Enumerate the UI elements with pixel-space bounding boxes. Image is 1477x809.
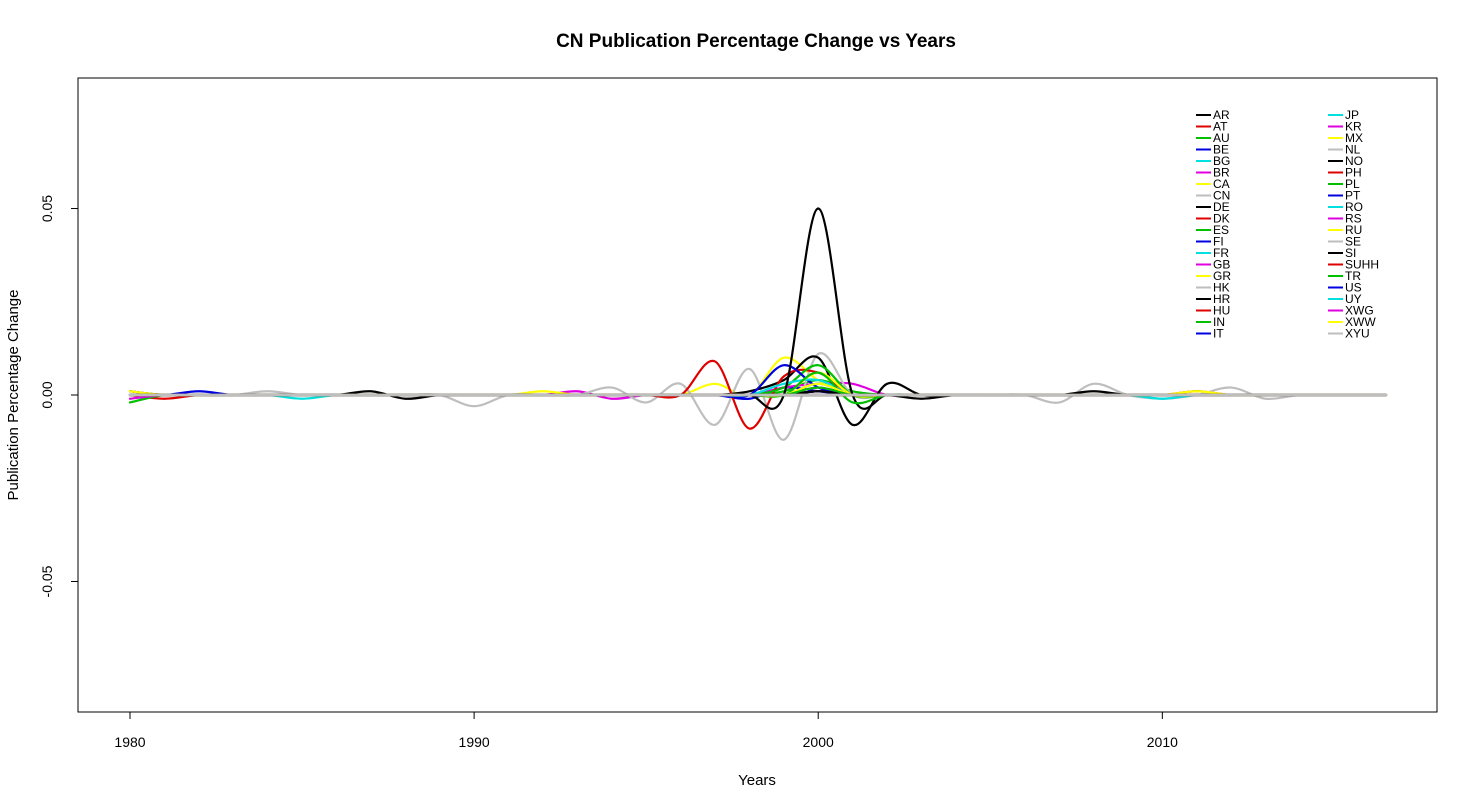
legend-label-hk: HK	[1213, 281, 1230, 295]
legend-label-ro: RO	[1345, 200, 1363, 214]
legend-label-se: SE	[1345, 235, 1361, 249]
y-tick-label: 0.05	[39, 195, 55, 222]
legend-label-gb: GB	[1213, 258, 1230, 272]
legend-label-si: SI	[1345, 246, 1356, 260]
y-tick-label: 0.00	[39, 381, 55, 408]
legend-label-bg: BG	[1213, 154, 1230, 168]
series-lines	[128, 207, 1388, 441]
x-tick-label: 1980	[114, 734, 145, 750]
legend-label-nl: NL	[1345, 143, 1361, 157]
y-axis-label: Publication Percentage Change	[5, 290, 22, 501]
legend-label-hu: HU	[1213, 304, 1230, 318]
legend-label-at: AT	[1213, 120, 1228, 134]
legend-label-tr: TR	[1345, 269, 1361, 283]
legend-label-de: DE	[1213, 200, 1230, 214]
legend-label-rs: RS	[1345, 212, 1362, 226]
legend-label-cn: CN	[1213, 189, 1230, 203]
legend-label-au: AU	[1213, 131, 1230, 145]
legend-label-es: ES	[1213, 223, 1229, 237]
legend-label-xww: XWW	[1345, 315, 1376, 329]
y-tick-label: -0.05	[39, 565, 55, 597]
legend-label-ru: RU	[1345, 223, 1362, 237]
chart-title: CN Publication Percentage Change vs Year…	[556, 31, 956, 52]
x-axis: 1980 1990 2000 2010	[114, 711, 1178, 750]
legend-label-suhh: SUHH	[1345, 258, 1379, 272]
legend: ARATAUBEBGBRCACNDEDKESFIFRGBGRHKHRHUINIT…	[1196, 108, 1379, 341]
legend-label-gr: GR	[1213, 269, 1231, 283]
x-tick-label: 2010	[1147, 734, 1178, 750]
legend-label-ca: CA	[1213, 177, 1230, 191]
legend-label-jp: JP	[1345, 108, 1359, 122]
legend-label-fr: FR	[1213, 246, 1229, 260]
legend-label-br: BR	[1213, 166, 1230, 180]
legend-label-hr: HR	[1213, 292, 1231, 306]
legend-label-dk: DK	[1213, 212, 1230, 226]
legend-label-mx: MX	[1345, 131, 1363, 145]
legend-label-us: US	[1345, 281, 1362, 295]
legend-label-uy: UY	[1345, 292, 1362, 306]
legend-label-xwg: XWG	[1345, 304, 1374, 318]
x-tick-label: 2000	[803, 734, 834, 750]
legend-label-kr: KR	[1345, 120, 1362, 134]
x-tick-label: 1990	[459, 734, 490, 750]
legend-label-ar: AR	[1213, 108, 1230, 122]
legend-label-be: BE	[1213, 143, 1229, 157]
legend-label-pt: PT	[1345, 189, 1361, 203]
legend-label-xyu: XYU	[1345, 327, 1370, 341]
legend-label-ph: PH	[1345, 166, 1362, 180]
legend-label-no: NO	[1345, 154, 1363, 168]
y-axis: -0.05 0.00 0.05	[39, 195, 79, 597]
legend-label-in: IN	[1213, 315, 1225, 329]
legend-label-pl: PL	[1345, 177, 1360, 191]
legend-label-fi: FI	[1213, 235, 1224, 249]
legend-label-it: IT	[1213, 327, 1224, 341]
x-axis-label: Years	[738, 772, 776, 789]
